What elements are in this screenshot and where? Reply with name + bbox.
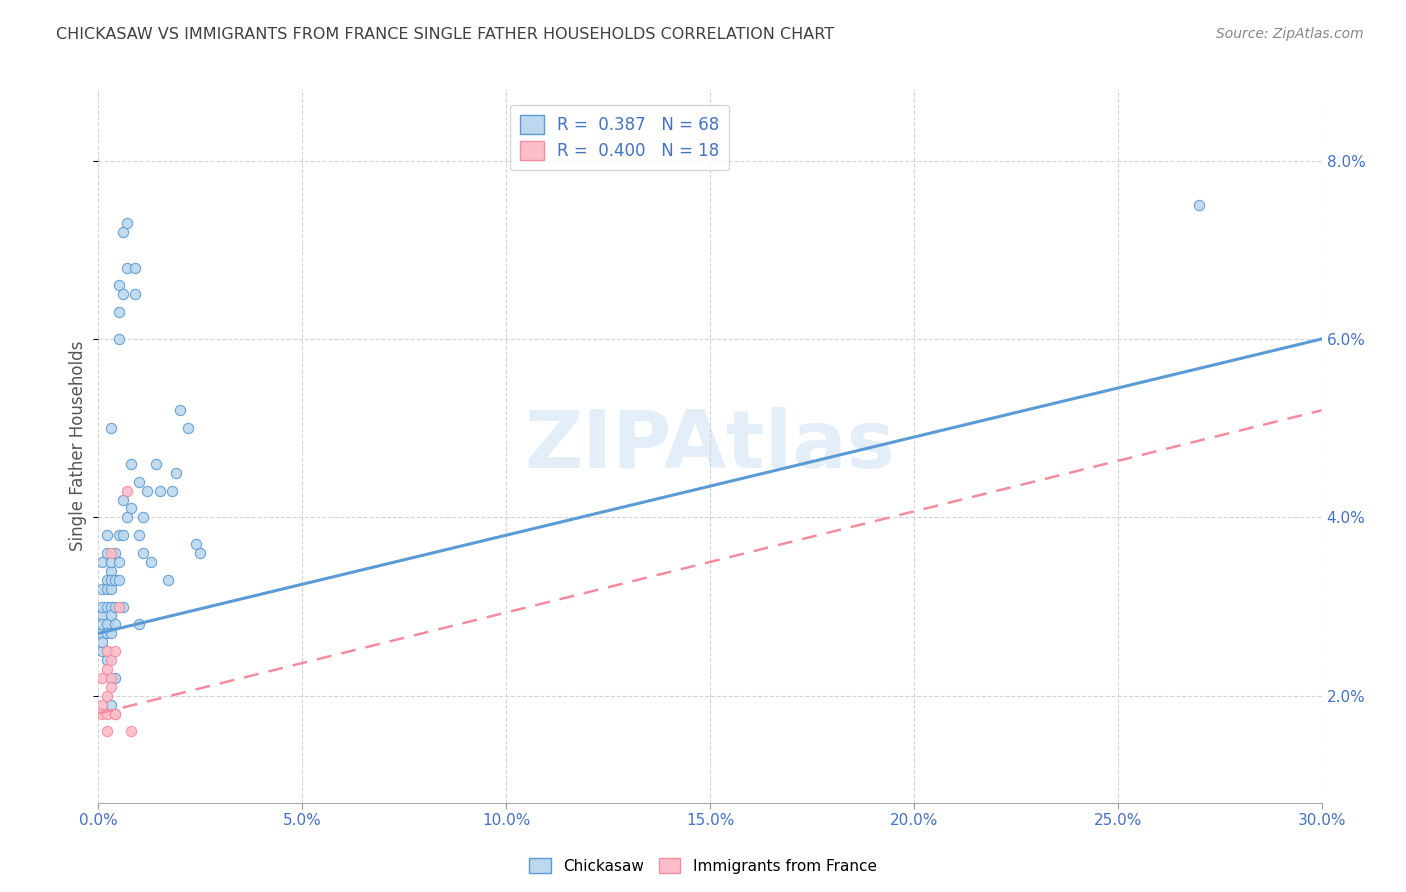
Point (115, 510, 138, 524)
Point (108, 332, 131, 346)
Point (100, 421, 122, 435)
Text: ZIPAtlas: ZIPAtlas (524, 407, 896, 485)
Point (124, 260, 146, 275)
Point (100, 564, 122, 578)
Point (96, 689, 118, 703)
Point (104, 671, 127, 685)
Point (96, 546, 118, 560)
Point (96, 528, 118, 542)
Point (104, 617, 127, 632)
Point (1188, 198, 1211, 212)
Point (111, 528, 134, 542)
Point (111, 599, 134, 614)
Point (100, 653, 122, 667)
Legend: R =  0.387   N = 68, R =  0.400   N = 18: R = 0.387 N = 68, R = 0.400 N = 18 (510, 104, 730, 169)
Point (165, 466, 187, 480)
Point (169, 403, 191, 417)
Point (100, 582, 122, 596)
Point (136, 483, 159, 498)
Point (111, 492, 134, 507)
Point (115, 216, 138, 230)
Point (120, 724, 142, 739)
Point (156, 573, 179, 587)
Point (96, 644, 118, 658)
Point (96, 599, 118, 614)
Point (100, 626, 122, 640)
Point (115, 483, 138, 498)
Point (100, 698, 122, 712)
Point (100, 599, 122, 614)
Point (149, 483, 172, 498)
Point (91, 698, 114, 712)
Point (87, 617, 110, 632)
Point (177, 421, 200, 435)
Point (104, 546, 127, 560)
Point (91, 582, 114, 596)
Point (91, 617, 114, 632)
Point (128, 528, 150, 542)
Point (104, 644, 127, 658)
Point (120, 457, 142, 471)
Point (91, 671, 114, 685)
Point (108, 555, 131, 569)
Point (111, 225, 134, 239)
Point (132, 546, 155, 560)
Point (120, 501, 142, 516)
Point (91, 608, 114, 623)
Point (96, 626, 118, 640)
Point (104, 573, 127, 587)
Point (96, 617, 118, 632)
Point (160, 483, 183, 498)
Point (96, 724, 118, 739)
Point (124, 287, 146, 301)
Text: Source: ZipAtlas.com: Source: ZipAtlas.com (1216, 27, 1364, 41)
Point (100, 608, 122, 623)
Point (115, 260, 138, 275)
Point (104, 706, 127, 721)
Point (96, 706, 118, 721)
Point (96, 582, 118, 596)
Y-axis label: Single Father Households: Single Father Households (69, 341, 87, 551)
Point (96, 573, 118, 587)
Point (96, 644, 118, 658)
Point (100, 680, 122, 694)
Text: CHICKASAW VS IMMIGRANTS FROM FRANCE SINGLE FATHER HOUSEHOLDS CORRELATION CHART: CHICKASAW VS IMMIGRANTS FROM FRANCE SING… (56, 27, 834, 42)
Point (91, 555, 114, 569)
Point (108, 528, 131, 542)
Point (96, 653, 118, 667)
Point (188, 546, 212, 560)
Point (91, 635, 114, 649)
Point (108, 599, 131, 614)
Point (100, 671, 122, 685)
Point (132, 510, 155, 524)
Point (91, 626, 114, 640)
Point (100, 555, 122, 569)
Point (104, 706, 127, 721)
Point (128, 475, 150, 489)
Point (145, 457, 167, 471)
Point (91, 706, 114, 721)
Point (91, 599, 114, 614)
Legend: Chickasaw, Immigrants from France: Chickasaw, Immigrants from France (523, 852, 883, 880)
Point (100, 546, 122, 560)
Point (128, 617, 150, 632)
Point (108, 305, 131, 319)
Point (108, 278, 131, 293)
Point (108, 599, 131, 614)
Point (96, 662, 118, 676)
Point (100, 671, 122, 685)
Point (141, 555, 163, 569)
Point (108, 573, 131, 587)
Point (91, 644, 114, 658)
Point (100, 573, 122, 587)
Point (104, 599, 127, 614)
Point (186, 537, 208, 551)
Point (111, 287, 134, 301)
